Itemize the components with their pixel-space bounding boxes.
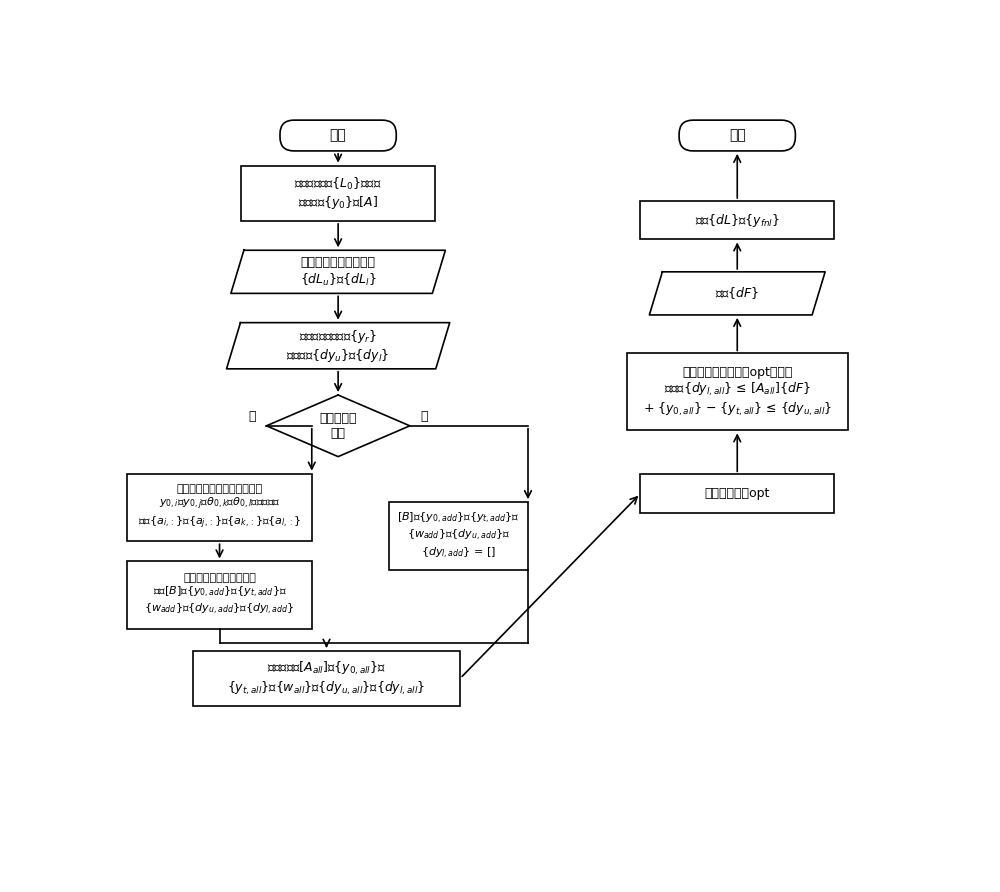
Bar	[127, 561, 312, 629]
Text: 优化求解。目标函数opt，约束
方程：{$dy_{l,all}$} ≤ [$A_{all}$]{$dF$}
+ {$y_{0,all}$} − {$y_{t,a: 优化求解。目标函数opt，约束 方程：{$dy_{l,all}$} ≤ [$A_…	[643, 366, 832, 418]
Text: [$B$]、{$y_{0,add}$}、{$y_{t,add}$}、
{$w_{add}$}、{$dy_{u,add}$}、
{$dy_{l,add}$} = : [$B$]、{$y_{0,add}$}、{$y_{t,add}$}、 {$w_{…	[397, 511, 520, 561]
Text: 求出{$dL$}、{$y_{fnl}$}: 求出{$dL$}、{$y_{fnl}$}	[695, 211, 780, 228]
Text: 否: 否	[420, 410, 428, 423]
Text: 构建合龙口两端控制点参
数：[$B$]、{$y_{0,add}$}、{$y_{t,add}$}、
{$w_{add}$}、{$dy_{u,add}$}、{$dy: 构建合龙口两端控制点参 数：[$B$]、{$y_{0,add}$}、{$y_{t…	[144, 573, 295, 617]
FancyBboxPatch shape	[679, 120, 795, 151]
Text: 输入初始索长{$L_0$}，计算
初态量：{$y_0$}、[$A$]: 输入初始索长{$L_0$}，计算 初态量：{$y_0$}、[$A$]	[294, 176, 382, 211]
Text: 构建新矩阵[$A_{all}$]、{$y_{0,all}$}、
{$y_{t,all}$}、{$w_{all}$}、{$dy_{u,all}$}、{$dy_{l: 构建新矩阵[$A_{all}$]、{$y_{0,all}$}、 {$y_{t,a…	[227, 660, 426, 697]
Bar	[241, 166, 435, 221]
Bar	[627, 353, 848, 431]
Text: 确定控制值目标量{$y_r$}
正负偏差{$dy_u$}、{$dy_l$}: 确定控制值目标量{$y_r$} 正负偏差{$dy_u$}、{$dy_l$}	[286, 327, 390, 364]
Bar	[127, 474, 312, 541]
Text: 是: 是	[249, 410, 256, 423]
Bar	[388, 502, 528, 570]
Bar	[640, 475, 834, 513]
Text: 开始: 开始	[330, 128, 347, 143]
Text: 确定索长拉拨量上下限
{$dL_u$}、{$dL_l$}: 确定索长拉拨量上下限 {$dL_u$}、{$dL_l$}	[300, 256, 377, 287]
Text: 结束: 结束	[729, 128, 746, 143]
Polygon shape	[231, 251, 445, 293]
Polygon shape	[649, 272, 825, 315]
Polygon shape	[227, 323, 450, 368]
Text: 提取合龙口两端的挠度和转角
$y_{0,i}$、$y_{0,j}$、$\theta_{0,k}$、$\theta_{0,l}$；影响矩阵
分项{$a_{i,:}: 提取合龙口两端的挠度和转角 $y_{0,i}$、$y_{0,j}$、$\thet…	[138, 484, 301, 531]
FancyBboxPatch shape	[280, 120, 396, 151]
Bar	[640, 201, 834, 239]
Text: 调整合龙口
两端: 调整合龙口 两端	[319, 412, 357, 440]
Bar	[193, 650, 460, 706]
Text: 确定优化函数opt: 确定优化函数opt	[705, 487, 770, 500]
Text: 输出{$dF$}: 输出{$dF$}	[715, 285, 759, 301]
